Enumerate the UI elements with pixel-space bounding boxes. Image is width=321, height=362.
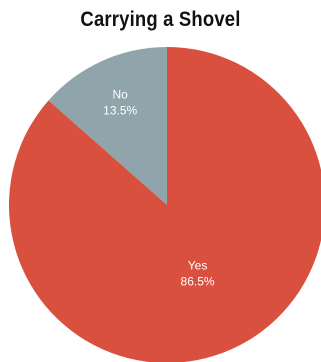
chart-title: Carrying a Shovel — [80, 8, 241, 31]
slice-value-no: 13.5% — [103, 103, 137, 117]
pie-labels: No 13.5% Yes 86.5% — [103, 87, 215, 288]
slice-label-no: No — [113, 87, 129, 101]
slice-label-yes: Yes — [188, 259, 208, 273]
pie-slice-no — [48, 47, 167, 205]
pie-slices — [9, 47, 321, 362]
slice-value-yes: 86.5% — [181, 275, 215, 289]
pie-slice-yes — [9, 47, 321, 362]
